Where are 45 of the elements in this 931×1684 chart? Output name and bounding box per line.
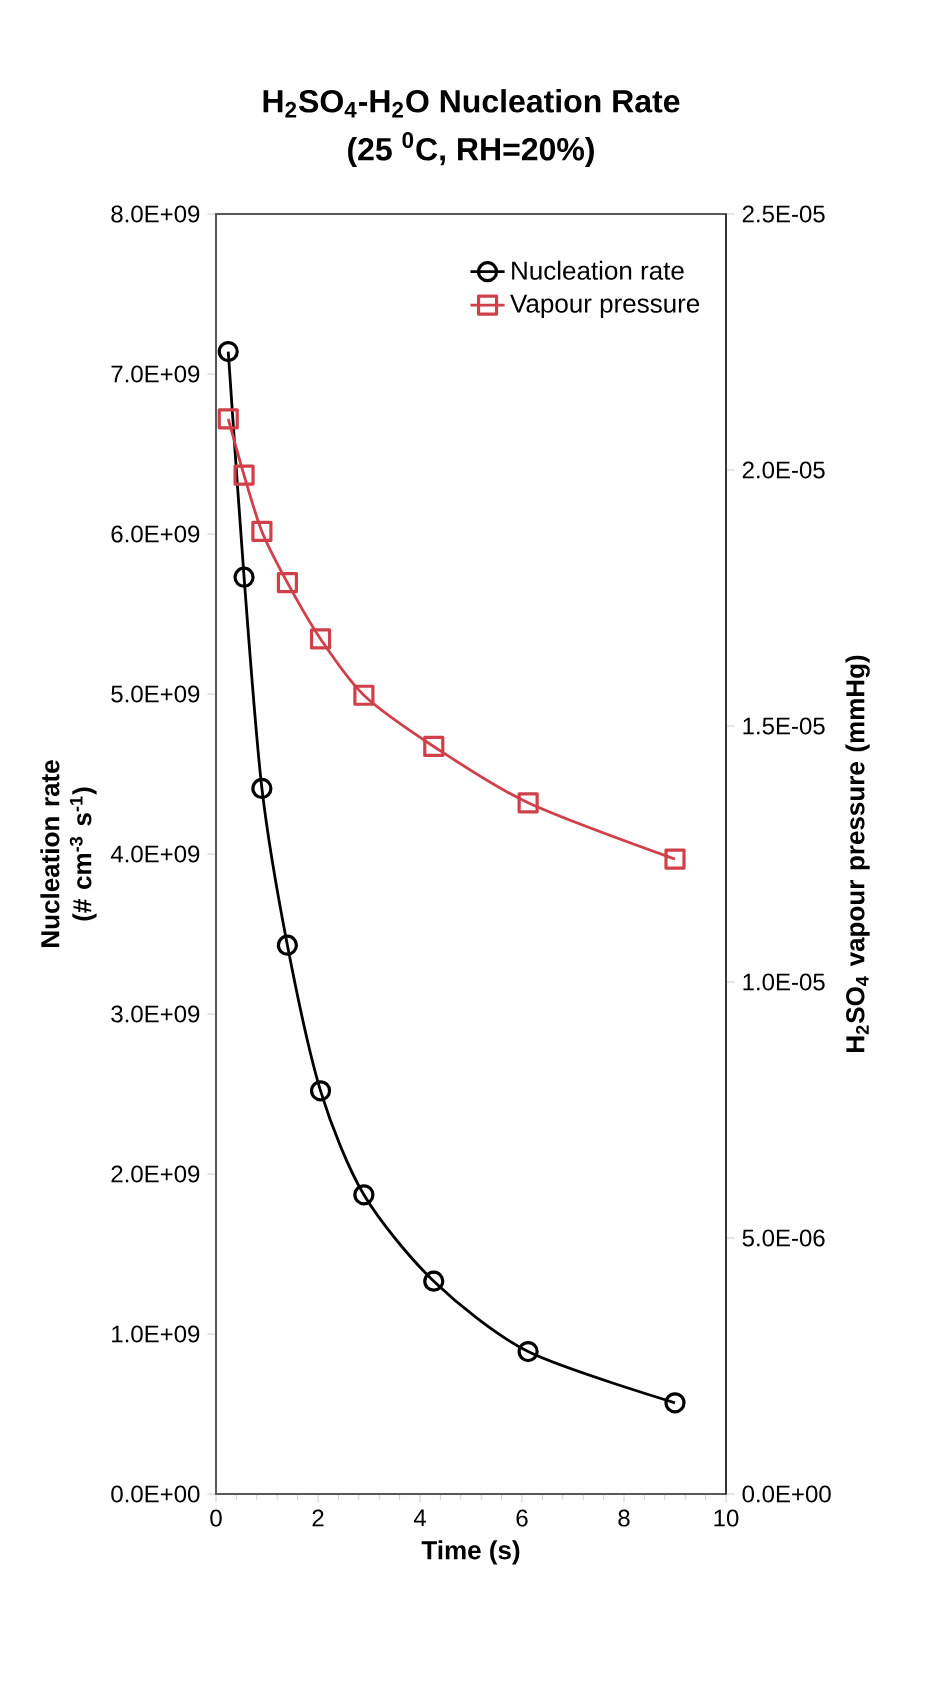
point xyxy=(664,848,686,870)
point xyxy=(517,1340,539,1363)
x-tick-label: 2 xyxy=(312,1509,324,1527)
legend-label: Nucleation rate xyxy=(512,260,684,280)
y-tick-label: 1.0E+09 xyxy=(112,1325,200,1343)
point xyxy=(309,628,332,650)
point xyxy=(353,1184,375,1206)
point xyxy=(233,464,255,486)
x-tick-label: 10 xyxy=(714,1509,739,1527)
x-tick-label: 6 xyxy=(516,1509,528,1527)
point xyxy=(353,684,375,706)
point xyxy=(217,408,239,430)
y-tick-label: 6.0E+09 xyxy=(111,525,200,543)
y2-tick-label: 1.5E-05 xyxy=(743,717,825,735)
point xyxy=(217,341,239,363)
chart-title: H$_{2}$SO$_{4}$-H$_{2}$O Nucleation Rate xyxy=(263,89,680,118)
y-tick-label: 7.0E+09 xyxy=(111,365,200,383)
legend-label: Vapour pressure xyxy=(510,294,700,318)
y2-axis-title: H$_{2}$SO$_{4}$ vapour pressure (mmHg) xyxy=(845,655,870,1052)
point xyxy=(423,735,445,758)
point xyxy=(276,572,298,594)
chart-subtitle: (25 $^{0}$C, RH=20%) xyxy=(348,132,594,167)
point xyxy=(251,520,273,543)
point xyxy=(664,1392,686,1414)
point xyxy=(309,1080,332,1102)
x-tick-label: 8 xyxy=(618,1509,630,1527)
point xyxy=(276,934,298,956)
point xyxy=(517,792,539,814)
point xyxy=(251,777,273,799)
y-tick-label: 5.0E+09 xyxy=(111,685,200,703)
x-tick-label: 0 xyxy=(210,1509,222,1527)
point xyxy=(233,566,255,588)
x-tick-label: 4 xyxy=(413,1509,426,1527)
y2-tick-label: 1.0E-05 xyxy=(743,973,825,991)
y2-tick-label: 5.0E-06 xyxy=(742,1229,825,1247)
y-tick-label: 3.0E+09 xyxy=(111,1005,200,1023)
x-axis-title: Time (s) xyxy=(421,1540,520,1565)
y2-tick-label: 2.5E-05 xyxy=(742,205,825,223)
y-tick-label: 2.0E+09 xyxy=(111,1165,200,1183)
y-tick-label: 4.0E+09 xyxy=(110,845,200,863)
y-tick-label: 8.0E+09 xyxy=(111,205,200,223)
y2-tick-label: 2.0E-05 xyxy=(742,461,825,479)
y2-tick-label: 0.0E+00 xyxy=(742,1485,831,1503)
point xyxy=(423,1270,445,1292)
y-tick-label: 0.0E+00 xyxy=(111,1485,200,1503)
